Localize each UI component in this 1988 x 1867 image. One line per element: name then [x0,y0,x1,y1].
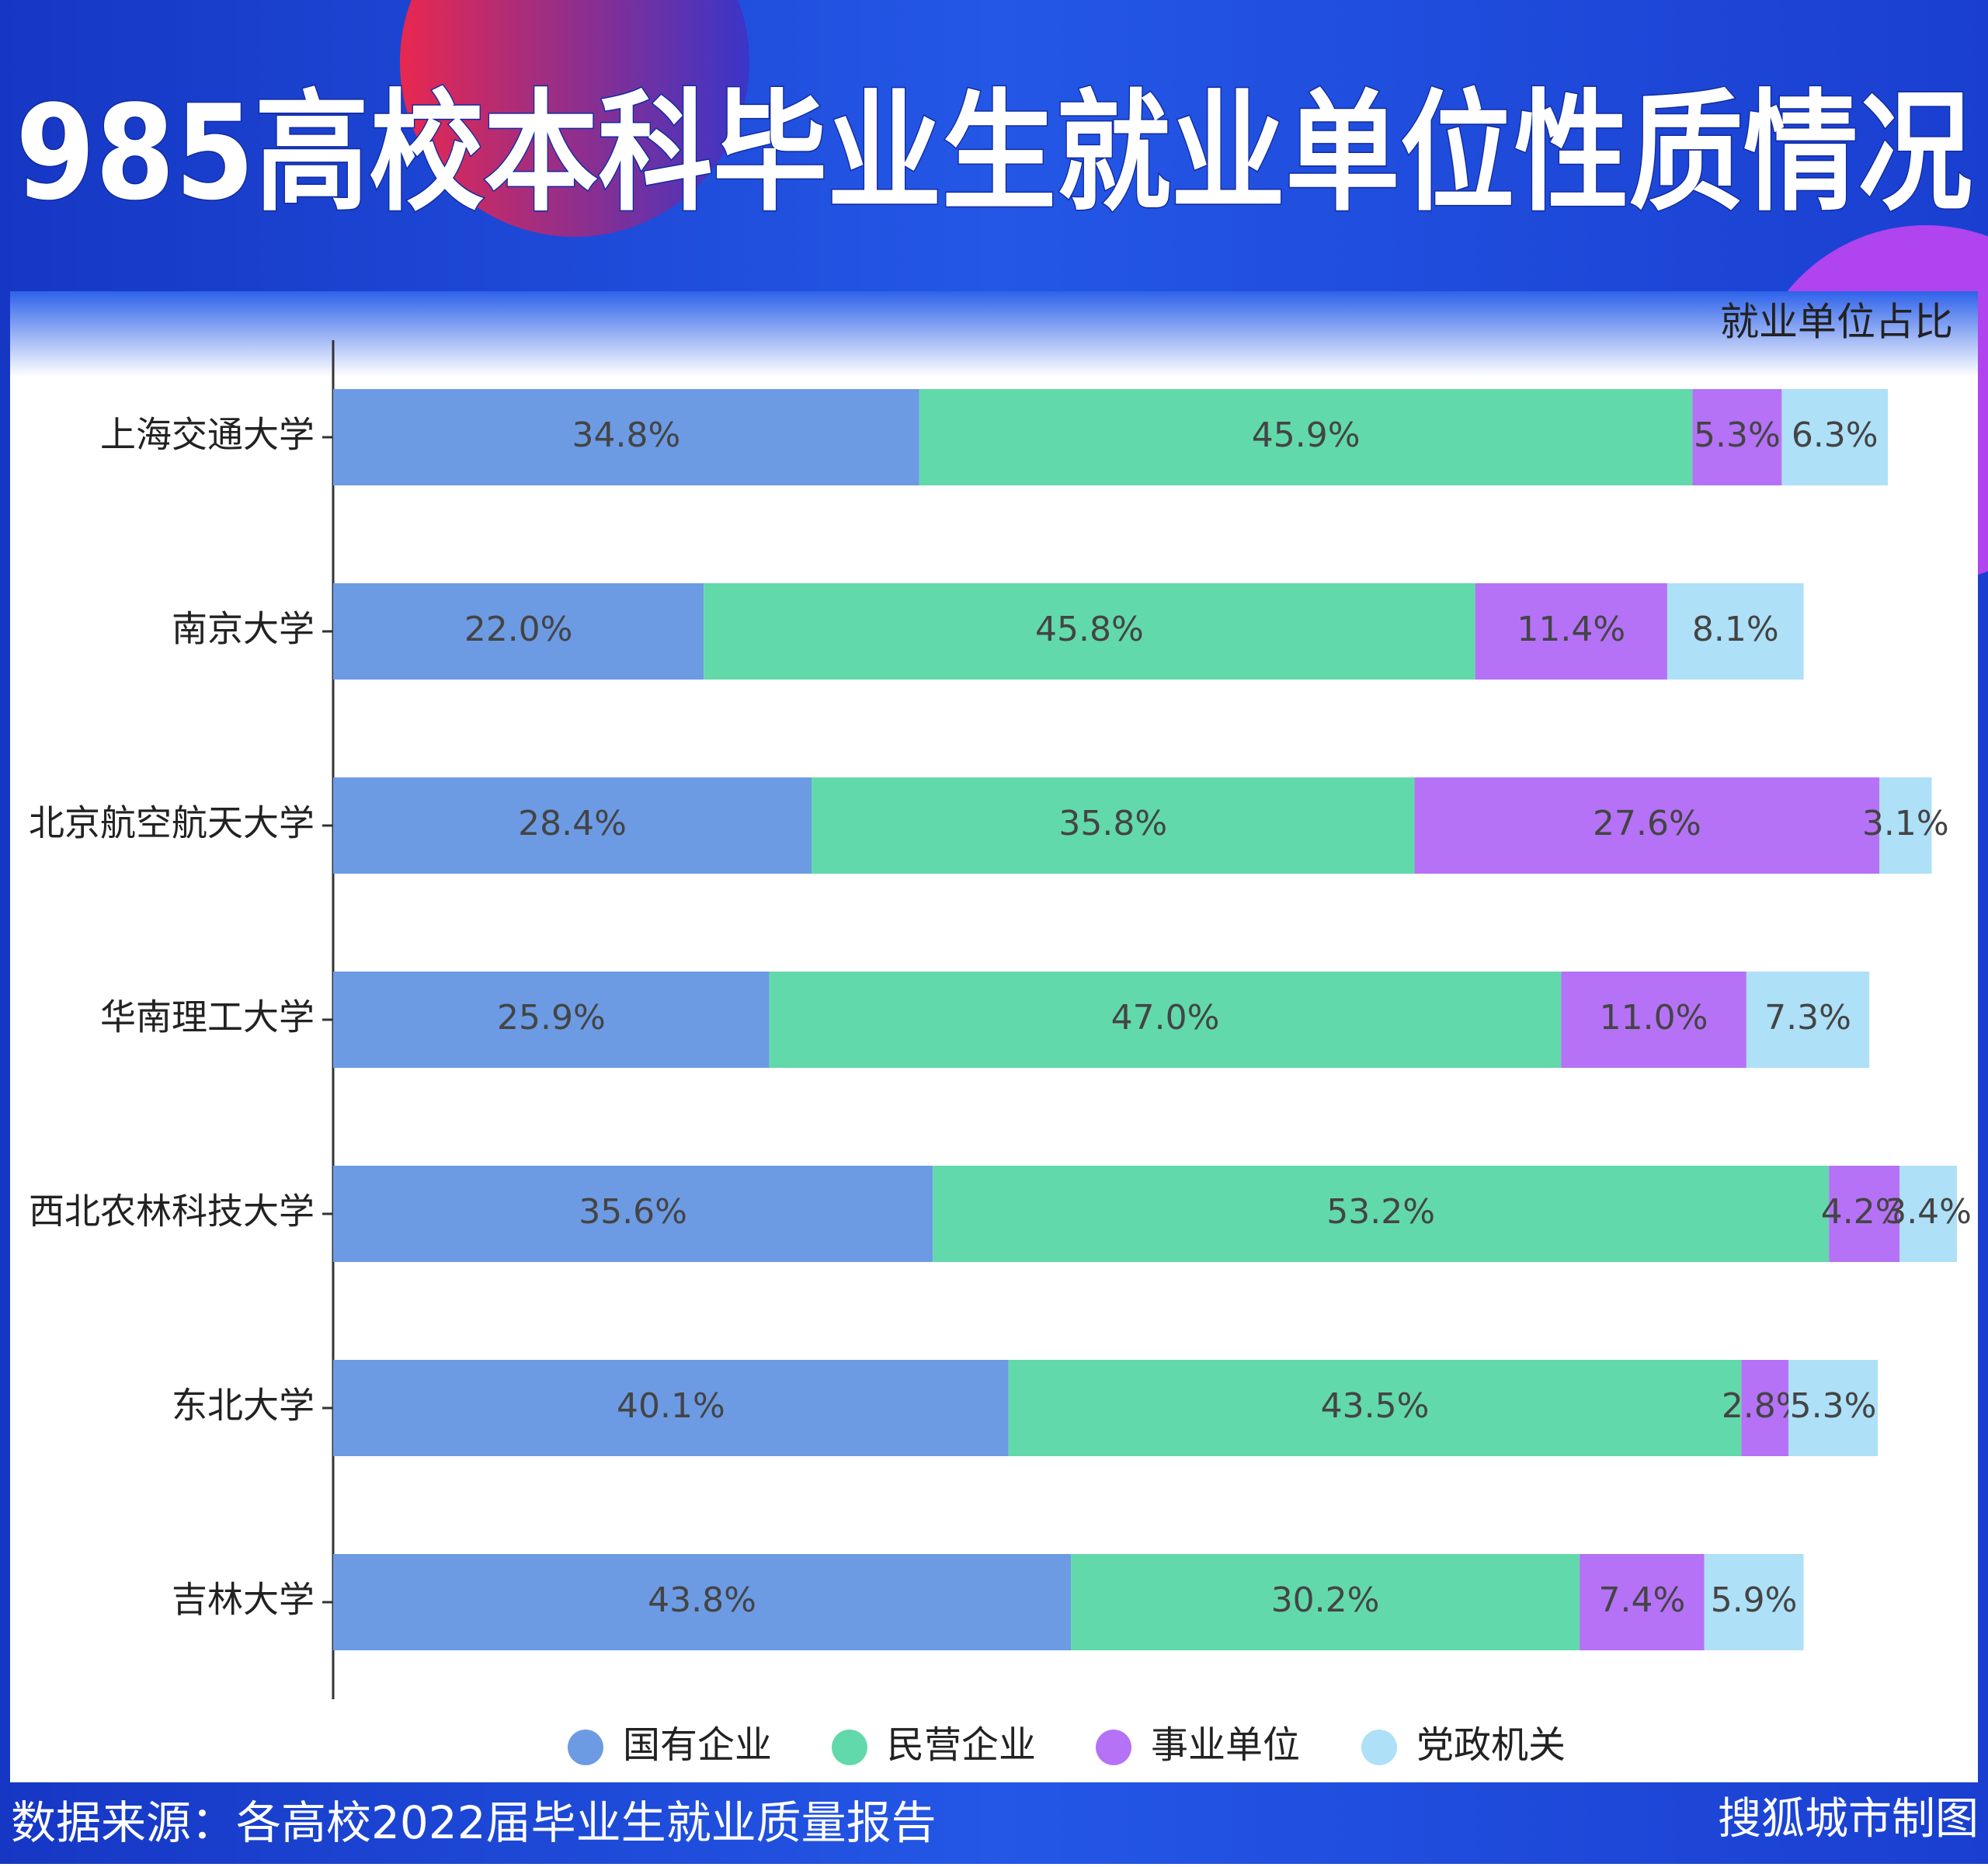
value-label: 43.5% [1321,1386,1430,1426]
y-tick-label: 西北农林科技大学 [29,1191,315,1232]
value-label: 4.2% [1821,1192,1908,1232]
value-label: 45.9% [1252,415,1361,455]
y-tick-label: 上海交通大学 [100,414,315,456]
value-label: 3.4% [1885,1192,1972,1232]
value-label: 35.6% [579,1192,687,1232]
value-label: 8.1% [1692,610,1779,649]
credit: 搜狐城市制图 [1718,1794,1979,1844]
y-tick-label: 南京大学 [172,608,315,650]
value-label: 45.8% [1035,610,1144,649]
legend-swatch [1096,1730,1131,1765]
bar-segment [1879,777,1932,874]
legend-label: 事业单位 [1151,1723,1300,1767]
value-label: 30.2% [1271,1580,1380,1620]
legend-label: 民营企业 [887,1723,1036,1767]
y-tick-label: 华南理工大学 [100,996,315,1038]
value-label: 7.3% [1764,998,1851,1038]
bar-segment [1704,1554,1804,1650]
bar-segment [1746,972,1870,1068]
panel-fade [10,291,1978,377]
bar-segment [769,972,1562,1068]
value-label: 34.8% [572,415,681,455]
bar-segment [1071,1554,1580,1650]
value-label: 28.4% [518,804,627,843]
value-label: 11.0% [1600,998,1708,1038]
legend-swatch [1361,1730,1397,1765]
source-note: 数据来源：各高校2022届毕业生就业质量报告 [11,1796,937,1849]
bar-segment [333,1554,1072,1650]
bar-segment [1561,972,1746,1068]
bar-segment [1788,1360,1879,1456]
bar-segment [1667,583,1804,680]
value-label: 3.1% [1862,804,1949,843]
value-label: 5.9% [1711,1580,1798,1620]
bar-segment [1781,389,1889,485]
bar-segment [333,1166,933,1262]
bar-segment [333,972,770,1068]
value-label: 5.3% [1694,415,1781,455]
bar-segment [704,583,1475,680]
decor-circle [400,0,749,237]
bar-segment [333,389,919,485]
bar-segment [333,1360,1009,1456]
value-label: 27.6% [1593,804,1701,843]
value-label: 40.1% [617,1386,725,1426]
bar-segment [1475,583,1667,680]
value-label: 47.0% [1111,998,1220,1038]
bar-segment [333,583,704,680]
y-tick-label: 吉林大学 [172,1579,315,1621]
bar-segment [1829,1166,1900,1262]
bar-segment [919,389,1693,485]
legend-swatch [568,1730,603,1765]
value-label: 6.3% [1792,415,1879,455]
value-label: 5.3% [1790,1386,1877,1426]
legend-label: 党政机关 [1416,1723,1566,1767]
bar-segment [933,1166,1830,1262]
value-label: 53.2% [1326,1192,1435,1232]
bar-segment [812,777,1415,874]
value-label: 35.8% [1058,804,1167,843]
legend-label: 国有企业 [623,1723,772,1767]
y-tick-label: 东北大学 [172,1385,315,1427]
chart-title: 985高校本科毕业生就业单位性质情况 [16,77,1972,229]
value-label: 11.4% [1517,610,1625,649]
y-tick-label: 北京航空航天大学 [29,802,315,844]
bar-segment [1741,1360,1789,1456]
value-label: 43.8% [648,1580,756,1620]
legend-swatch [832,1730,867,1765]
subtitle: 就业单位占比 [1720,300,1953,345]
bar-segment [333,777,812,874]
bar-segment [1580,1554,1705,1650]
bar-segment [1008,1360,1742,1456]
value-label: 7.4% [1598,1580,1685,1620]
value-label: 25.9% [497,998,606,1038]
value-label: 22.0% [464,610,573,649]
bar-segment [1414,777,1880,874]
bar-segment [1899,1166,1957,1262]
bar-segment [1692,389,1782,485]
